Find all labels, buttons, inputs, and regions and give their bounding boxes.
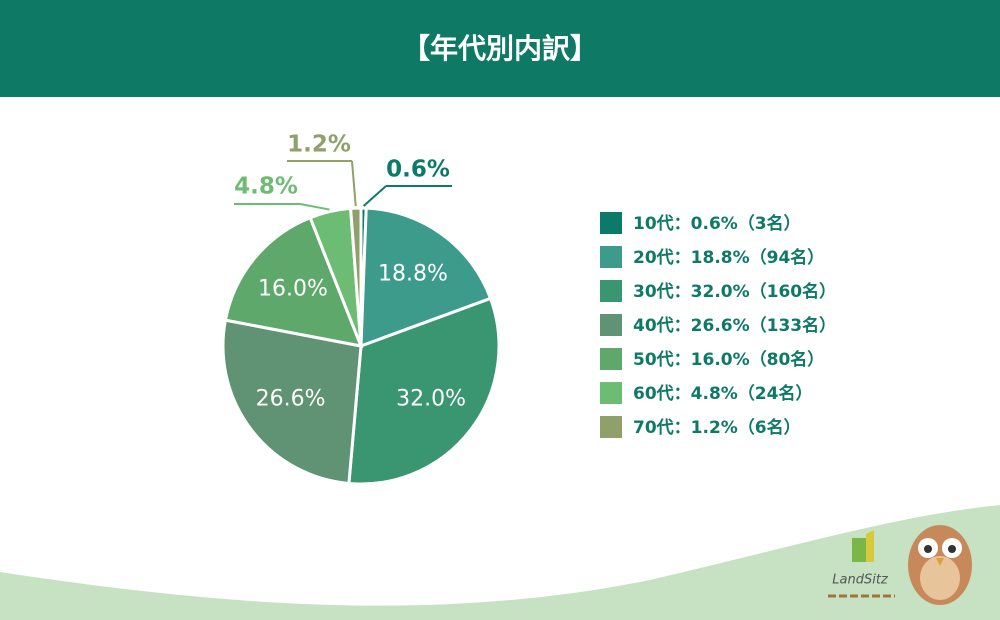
bottom-wave (0, 505, 1000, 620)
data-label: 26.6% (256, 386, 326, 411)
logo-text: LandSitz (832, 573, 889, 588)
pie-slice (223, 215, 364, 348)
pie-slice (359, 206, 493, 349)
legend-label: 60代：4.8%（24名） (633, 383, 812, 404)
legend-swatch (600, 212, 622, 234)
legend-swatch (600, 382, 622, 404)
legend-label: 50代：16.0%（80名） (633, 349, 824, 370)
logo: LandSitz (828, 530, 895, 598)
data-label: 32.0% (396, 387, 466, 412)
logo-mark-side (866, 530, 874, 562)
legend-label: 30代：32.0%（160名） (633, 281, 836, 302)
legend-label: 70代：1.2%（6名） (633, 417, 801, 438)
header-band (0, 0, 1000, 97)
legend-swatch (600, 314, 622, 336)
owl (908, 525, 972, 605)
chart-title: 【年代別内訳】 (402, 32, 598, 65)
leader-line (351, 160, 357, 207)
data-label: 1.2% (287, 132, 351, 158)
legend-label: 40代：26.6%（133名） (633, 315, 836, 336)
legend-swatch (600, 280, 622, 302)
owl-beak (936, 558, 944, 566)
legend-label: 20代：18.8%（94名） (633, 247, 824, 268)
data-label: 4.8% (234, 174, 298, 200)
logo-mark (852, 538, 866, 562)
legend-label: 10代：0.6%（3名） (633, 213, 801, 234)
pie-slice (348, 206, 363, 347)
owl-pupil (924, 545, 932, 553)
data-label: 18.8% (378, 262, 448, 287)
legend-swatch (600, 246, 622, 268)
legend-swatch (600, 416, 622, 438)
pie-slice (221, 318, 363, 486)
data-label: 16.0% (258, 277, 328, 302)
legend-swatch (600, 348, 622, 370)
leader-line (362, 185, 387, 207)
owl-pupil (948, 545, 956, 553)
pie-slice (347, 296, 501, 486)
data-label: 0.6% (386, 157, 450, 183)
owl-belly (920, 556, 960, 600)
leader-line (299, 203, 330, 211)
